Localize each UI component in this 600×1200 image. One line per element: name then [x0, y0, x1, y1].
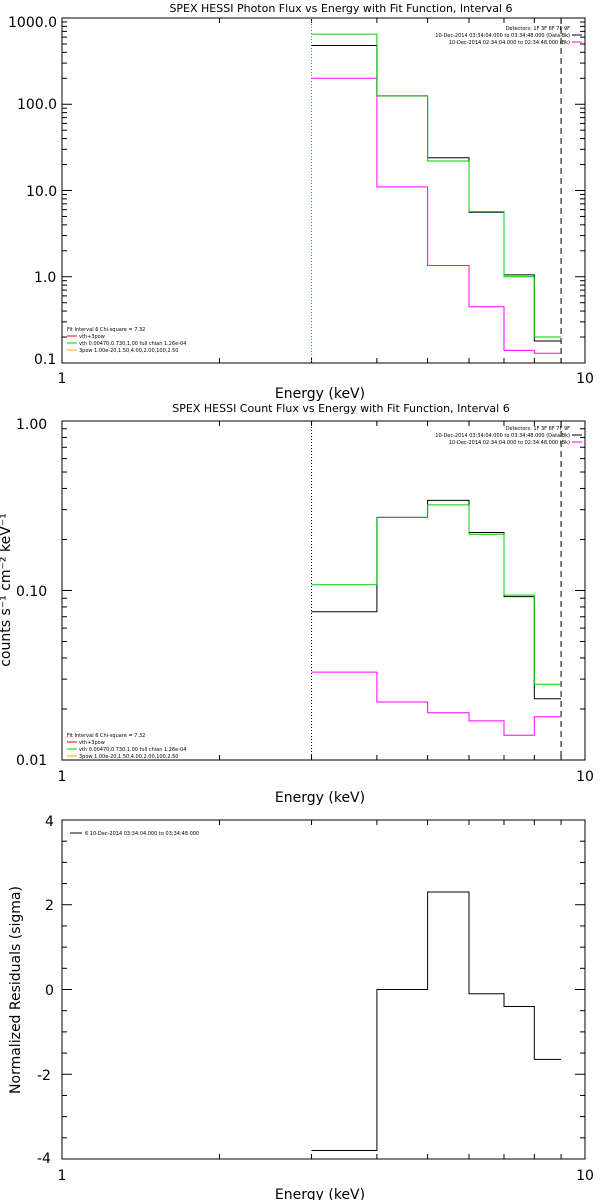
- panel1-legend-line: 3pow 1.00e-20,1.50,4.00,2.00,100,2.50: [79, 348, 179, 354]
- panel1-info-block: Detectors: 1F 3F 6F 7F 9F 10-Dec-2014 03…: [435, 26, 582, 46]
- residuals-panel: 4 2 0 -2 -4 1 10 Energy (keV) Normalized…: [8, 814, 594, 1200]
- panel2-legend-line: 3pow 1.00e-20,1.50,4.00,2.00,100,2.50: [79, 754, 179, 760]
- panel3-legend: 6 10-Dec-2014 03:34:04.000 to 03:34:48.0…: [70, 831, 199, 837]
- panel3-histogram-series-0: [311, 891, 562, 1151]
- panel2-info-line: Detectors: 1F 3F 6F 7F 9F: [506, 426, 570, 432]
- panel2-plot-frame: [61, 420, 586, 761]
- panel2-title: SPEX HESSI Count Flux vs Energy with Fit…: [172, 402, 509, 415]
- panel2-histogram-series-1: [311, 671, 562, 736]
- panel3-plot-frame: [61, 819, 586, 1160]
- panel2-xaxis-label: Energy (keV): [275, 790, 365, 806]
- panel3-ticks: [62, 819, 585, 1160]
- panel2-data: [311, 421, 562, 760]
- panel2-info-block: Detectors: 1F 3F 6F 7F 9F 10-Dec-2014 03…: [435, 426, 582, 446]
- panel2-xtick-label: 1: [58, 769, 67, 785]
- panel1-legend-line: Fit Interval 6 Chi-square = 7.32: [67, 327, 145, 333]
- panel1-xaxis-label: Energy (keV): [275, 386, 365, 402]
- panel2-legend-line: Fit Interval 6 Chi-square = 7.32: [67, 733, 145, 739]
- panel1-ytick-label: 1000.0: [8, 15, 57, 31]
- panel2-legend-line: vth 0.00470,0.730,1.00 full chian 1.26e-…: [79, 747, 186, 753]
- panel1-xtick-label: 10: [576, 371, 594, 387]
- panel1-info-line: 10-Dec-2014 02:34:04.000 to 02:34:48.000…: [449, 40, 570, 46]
- panel3-legend-line: 6 10-Dec-2014 03:34:04.000 to 03:34:48.0…: [85, 831, 199, 837]
- panel1-title: SPEX HESSI Photon Flux vs Energy with Fi…: [169, 2, 512, 15]
- panel3-xaxis-label: Energy (keV): [275, 1187, 365, 1200]
- panel1-histogram-series-0: [311, 45, 562, 342]
- panel1-info-line: 10-Dec-2014 03:34:04.000 to 03:34:48.000…: [435, 33, 570, 39]
- panel1-plot-frame: [61, 17, 586, 364]
- photon-flux-panel: SPEX HESSI Photon Flux vs Energy with Fi…: [8, 2, 594, 402]
- panel3-ytick-label: 0: [45, 983, 54, 999]
- panel2-ytick-label: 0.10: [16, 584, 47, 600]
- panel1-legend-line: vth+3pow: [79, 334, 105, 340]
- panel2-ytick-label: 1.00: [16, 417, 47, 433]
- panel1-ticks: [62, 18, 585, 364]
- panel2-histogram-series-0: [311, 499, 562, 700]
- panel1-ytick-label: 1.0: [34, 270, 56, 286]
- panel1-ytick-label: 0.1: [34, 352, 56, 368]
- panel3-ytick-label: -4: [37, 1151, 51, 1167]
- panel3-yaxis-label: Normalized Residuals (sigma): [8, 886, 24, 1094]
- panel1-legend: Fit Interval 6 Chi-square = 7.32 vth+3po…: [67, 327, 186, 354]
- panel1-histogram-series-2: [311, 33, 562, 338]
- panel2-xtick-label: 10: [576, 769, 594, 785]
- panel1-ytick-label: 100.0: [17, 97, 57, 113]
- panel2-info-line: 10-Dec-2014 02:34:04.000 to 02:34:48.000…: [449, 440, 570, 446]
- panel2-legend: Fit Interval 6 Chi-square = 7.32 vth+3po…: [67, 733, 186, 760]
- panel1-info-line: Detectors: 1F 3F 6F 7F 9F: [506, 26, 570, 32]
- panel1-legend-line: vth 0.00470,0.730,1.00 full chian 1.26e-…: [79, 341, 186, 347]
- count-flux-panel: SPEX HESSI Count Flux vs Energy with Fit…: [0, 402, 594, 806]
- panel1-xtick-label: 1: [58, 371, 67, 387]
- panel3-ytick-label: 2: [45, 898, 54, 914]
- panel2-histogram-series-2: [311, 504, 562, 685]
- panel2-ticks: [62, 421, 585, 761]
- panel3-ytick-label: -2: [37, 1068, 51, 1084]
- panel1-data: [311, 18, 562, 363]
- panel2-legend-line: vth+3pow: [79, 740, 105, 746]
- panel2-yaxis-label: counts s⁻¹ cm⁻² keV⁻¹: [0, 513, 14, 667]
- panel1-histogram-series-1: [311, 77, 562, 354]
- panel3-xtick-label: 10: [576, 1168, 594, 1184]
- panel2-info-line: 10-Dec-2014 03:34:04.000 to 03:34:48.000…: [435, 433, 570, 439]
- panel3-data: [311, 891, 562, 1151]
- panel1-ytick-label: 10.0: [26, 184, 57, 200]
- panel3-xtick-label: 1: [58, 1168, 67, 1184]
- panel3-ytick-label: 4: [45, 814, 54, 830]
- panel2-ytick-label: 0.01: [16, 753, 47, 769]
